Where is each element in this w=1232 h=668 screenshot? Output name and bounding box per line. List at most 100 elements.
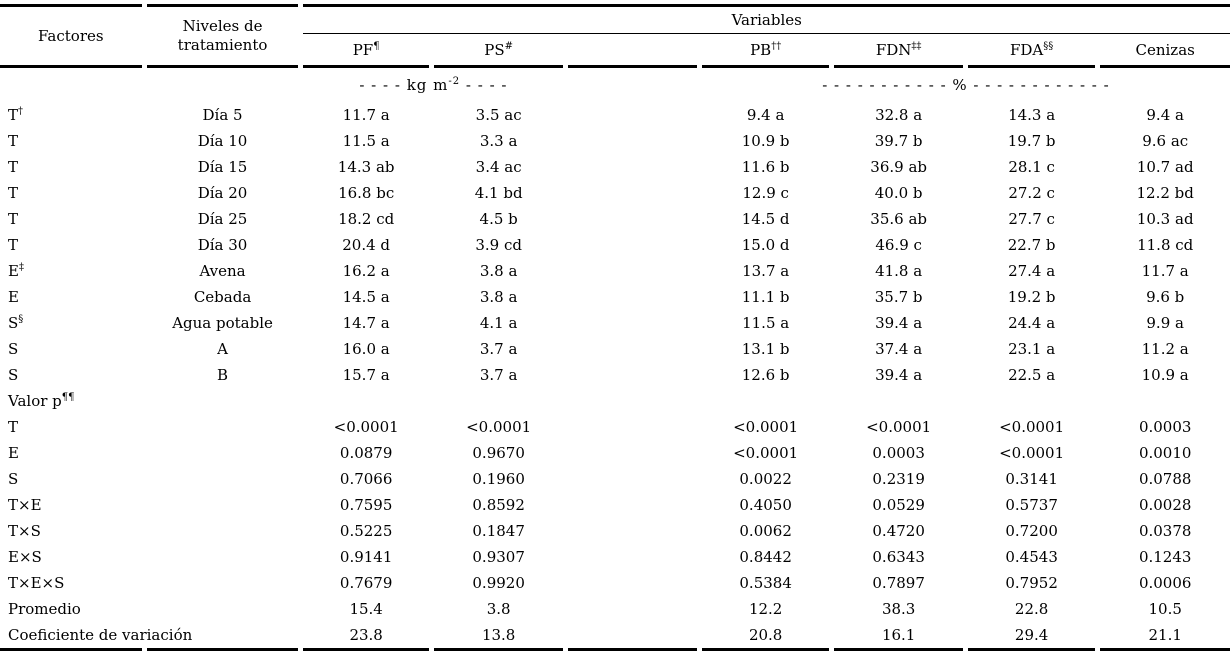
value-cell: 16.0 a — [342, 340, 390, 358]
value-cell: 22.5 a — [1008, 366, 1056, 384]
value-cell: 3.8 a — [479, 262, 518, 280]
factor-cell: E×S — [8, 548, 42, 566]
spacer-cell — [568, 102, 697, 128]
value-cell: 23.1 a — [1008, 340, 1056, 358]
table-row: Coeficiente de variación 23.8 13.8 20.8 16.1… — [0, 622, 1230, 651]
value-cell: 28.1 c — [1008, 158, 1055, 176]
value-cell: 0.7200 — [1005, 522, 1058, 540]
value-cell: 10.3 ad — [1136, 210, 1194, 228]
value-cell: 3.8 a — [479, 288, 518, 306]
table-body: - - - - kg m-2 - - - - - - - - - - - - -… — [0, 68, 1230, 651]
pb-footnote-mark: †† — [771, 40, 782, 52]
ps-footnote-mark: # — [504, 40, 514, 52]
factor-cell: E‡ — [8, 262, 24, 280]
value-cell: 11.8 cd — [1137, 236, 1194, 254]
value-cell: 16.2 a — [342, 262, 390, 280]
treatment-level-cell: Día 10 — [197, 132, 248, 150]
treatment-level-cell — [147, 440, 299, 466]
factor-cell: S — [8, 470, 19, 488]
value-cell: 15.4 — [349, 600, 383, 618]
value-cell: 39.7 b — [874, 132, 923, 150]
factor-cell: T — [8, 236, 19, 254]
value-cell: 14.5 d — [741, 210, 790, 228]
value-cell: 0.0879 — [339, 444, 393, 462]
spacer-cell — [568, 284, 697, 310]
value-cell: 0.7066 — [339, 470, 393, 488]
value-cell: 41.8 a — [875, 262, 923, 280]
spacer-cell — [568, 232, 697, 258]
spacer-cell — [568, 518, 697, 544]
value-cell: 10.7 ad — [1136, 158, 1194, 176]
value-cell: 35.6 ab — [870, 210, 927, 228]
value-cell: 0.9141 — [339, 548, 393, 566]
spacer-cell — [568, 544, 697, 570]
value-cell: 4.1 bd — [474, 184, 523, 202]
value-cell: 40.0 b — [874, 184, 923, 202]
kg-unit-label: - - - - kg m-2 - - - - — [359, 76, 508, 94]
value-cell: 10.9 a — [1141, 366, 1189, 384]
value-cell: 16.8 bc — [338, 184, 395, 202]
factor-cell: T — [8, 418, 19, 436]
table-row: S B 15.7 a 3.7 a 12.6 b 39.4 a 22.5 a 10.9 a — [0, 362, 1230, 388]
value-cell: 3.3 a — [479, 132, 518, 150]
table-row: E Cebada 14.5 a 3.8 a 11.1 b 35.7 b 19.2 b 9.6 … — [0, 284, 1230, 310]
factor-cell: T×E — [8, 496, 42, 514]
factor-cell: Coeficiente de variación — [0, 622, 192, 651]
value-cell: 11.7 a — [342, 106, 390, 124]
value-cell: 13.8 — [433, 622, 564, 651]
treatment-level-cell: Día 5 — [202, 106, 243, 124]
value-cell: 19.2 b — [1007, 288, 1056, 306]
value-cell — [968, 388, 1095, 414]
table-row: T Día 20 16.8 bc 4.1 bd 12.9 c 40.0 b 27.2 c 12… — [0, 180, 1230, 206]
table-row: T Día 10 11.5 a 3.3 a 10.9 b 39.7 b 19.7 b 9.6 … — [0, 128, 1230, 154]
value-cell — [303, 388, 428, 414]
value-cell: 13.1 b — [741, 340, 790, 358]
table-row: S 0.7066 0.1960 0.0022 0.2319 0.3141 0.0788 — [0, 466, 1230, 492]
table-row: T <0.0001 <0.0001 <0.0001 <0.0001 <0.0001 0.00… — [0, 414, 1230, 440]
value-cell: 3.4 ac — [475, 158, 522, 176]
table-row: T×E 0.7595 0.8592 0.4050 0.0529 0.5737 0.0028 — [0, 492, 1230, 518]
value-cell: 11.6 b — [741, 158, 790, 176]
factor-cell: S — [8, 340, 19, 358]
results-table: Factores Niveles de tratamiento Variables… — [0, 4, 1232, 651]
value-cell: 9.6 ac — [1142, 132, 1189, 150]
value-cell: 0.5225 — [339, 522, 393, 540]
table-row: T×E×S 0.7679 0.9920 0.5384 0.7897 0.7952 0.000… — [0, 570, 1230, 596]
factor-footnote-mark: ¶¶ — [61, 392, 75, 403]
value-cell: 18.2 cd — [338, 210, 395, 228]
value-cell: 0.1960 — [472, 470, 525, 488]
table-row: S§ Agua potable 14.7 a 4.1 a 11.5 a 39.4 a 24.… — [0, 310, 1230, 336]
value-cell: 19.7 b — [1007, 132, 1056, 150]
factor-footnote-mark: † — [18, 106, 24, 117]
value-cell: 11.1 b — [741, 288, 790, 306]
niveles-line1: Niveles de — [182, 17, 263, 36]
empty-cell — [0, 68, 142, 102]
value-cell: 46.9 c — [875, 236, 922, 254]
value-cell: 16.1 — [834, 622, 963, 651]
value-cell: 27.7 c — [1008, 210, 1055, 228]
value-cell — [434, 388, 564, 414]
value-cell: 13.7 a — [742, 262, 790, 280]
value-cell: 29.4 — [967, 622, 1096, 651]
factor-footnote-mark: § — [18, 314, 24, 325]
value-cell: 11.7 a — [1141, 262, 1189, 280]
kg-exponent: -2 — [448, 76, 461, 87]
value-cell: 0.0010 — [1138, 444, 1192, 462]
value-cell: 4.1 a — [479, 314, 518, 332]
value-cell: <0.0001 — [999, 444, 1065, 462]
value-cell: 0.1847 — [472, 522, 525, 540]
value-cell: 21.1 — [1100, 622, 1230, 651]
header-row-variables: PF¶ PS# PB†† FDN‡‡ FDA§§ Cenizas — [0, 34, 1230, 68]
treatment-level-cell: B — [217, 366, 229, 384]
column-header-cenizas: Cenizas — [1100, 34, 1230, 68]
table-row: Valor p¶¶ — [0, 388, 1230, 414]
value-cell: 10.9 b — [741, 132, 790, 150]
value-cell: 0.2319 — [872, 470, 925, 488]
treatment-level-cell: Día 20 — [197, 184, 248, 202]
value-cell — [1100, 388, 1230, 414]
value-cell: 37.4 a — [875, 340, 923, 358]
treatment-level-cell — [147, 544, 299, 570]
treatment-level-cell: Agua potable — [172, 314, 273, 332]
pf-footnote-mark: ¶ — [373, 40, 380, 52]
